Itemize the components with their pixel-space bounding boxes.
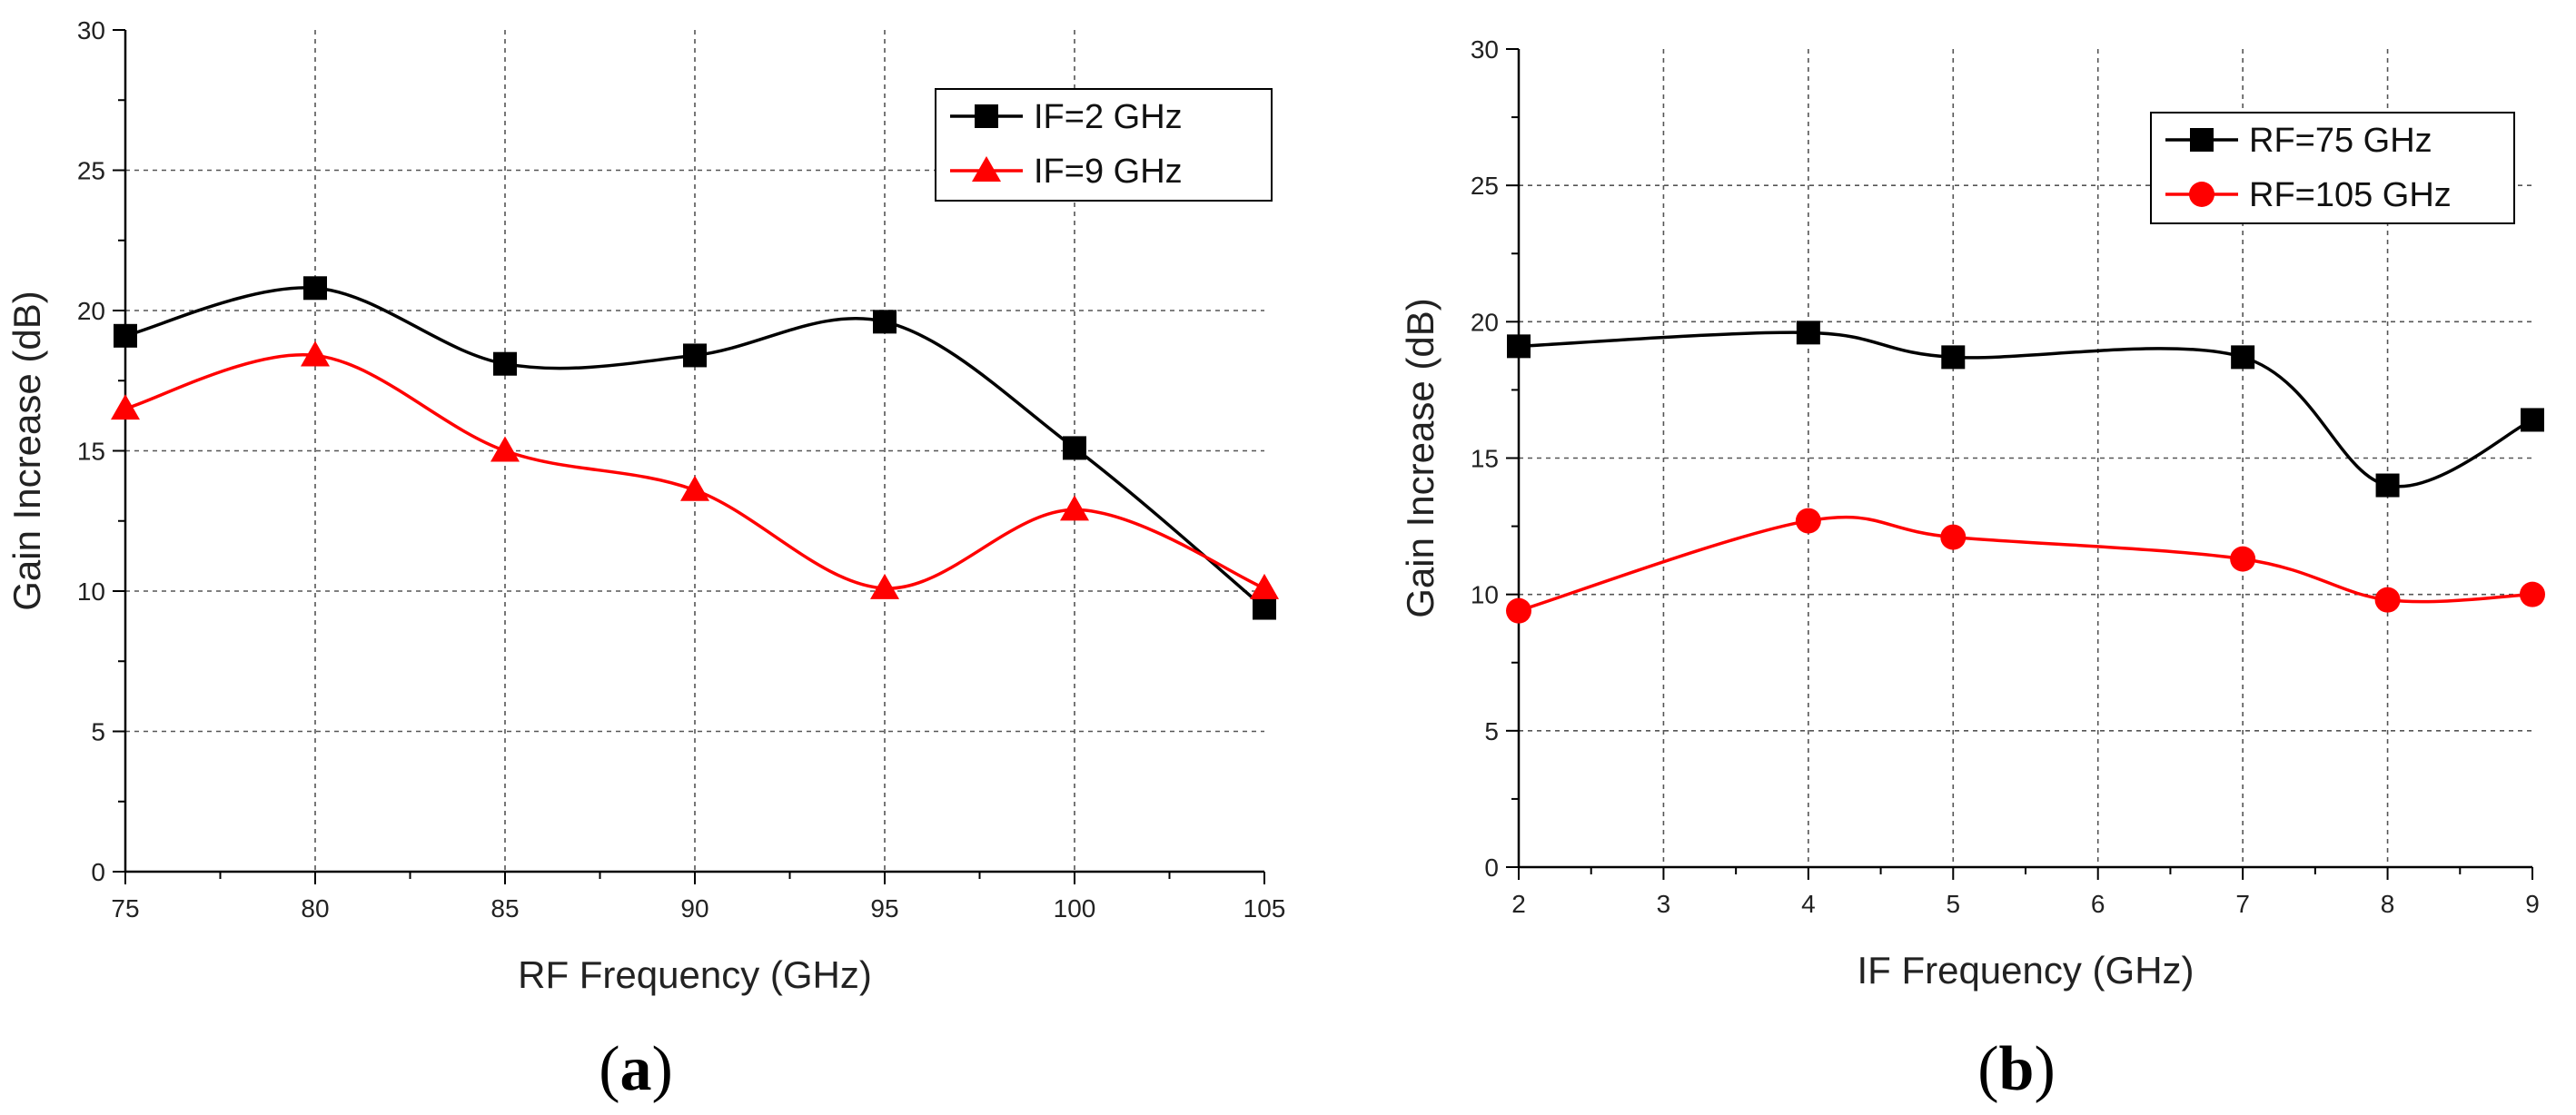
y-tick-label: 15 xyxy=(1471,445,1499,473)
y-axis-title: Gain Increase (dB) xyxy=(1399,298,1442,618)
data-point-series-1 xyxy=(1941,345,1966,370)
y-tick-label: 10 xyxy=(77,577,105,606)
data-point-series-2 xyxy=(1506,597,1531,624)
chart-b: 0 5 10 15 20 25 30 2 3 4 5 6 7 8 9 IF Frequency (GHz) Ga… xyxy=(1399,35,2545,1104)
y-tick-label: 0 xyxy=(91,858,105,886)
x-axis-title: IF Frequency (GHz) xyxy=(1857,949,2194,992)
data-point-series-2 xyxy=(111,394,140,420)
x-tick-label: 105 xyxy=(1243,894,1286,923)
data-point-series-1 xyxy=(873,310,897,334)
data-point-series-1 xyxy=(303,276,327,301)
data-point-series-2 xyxy=(2520,581,2545,607)
data-point-series-2 xyxy=(1795,508,1821,534)
data-point-series-2 xyxy=(1250,573,1279,599)
legend-label: IF=9 GHz xyxy=(1034,153,1183,191)
x-tick-label: 100 xyxy=(1054,894,1096,923)
x-tick-label: 75 xyxy=(111,894,139,923)
x-tick-label: 9 xyxy=(2525,890,2540,918)
x-tick-label: 5 xyxy=(1946,890,1960,918)
series-line-2 xyxy=(124,352,1265,590)
data-point-series-2 xyxy=(2230,546,2256,572)
chart-a: 0 5 10 15 20 25 30 75 80 85 90 95 100 105 RF Frequency… xyxy=(5,16,1285,1104)
data-point-series-1 xyxy=(493,351,517,376)
y-tick-label: 5 xyxy=(91,718,105,746)
data-point-series-1 xyxy=(1063,436,1086,460)
x-tick-label: 95 xyxy=(870,894,898,923)
data-point-series-2 xyxy=(1060,495,1089,521)
data-point-series-2 xyxy=(680,475,709,501)
series-line-1 xyxy=(1518,331,2533,488)
data-point-series-1 xyxy=(114,323,137,348)
data-point-series-1 xyxy=(683,343,707,368)
x-tick-label: 2 xyxy=(1511,890,1526,918)
y-tick-label: 25 xyxy=(1471,172,1499,200)
data-point-series-1 xyxy=(1796,321,1820,345)
x-tick-label: 3 xyxy=(1657,890,1671,918)
x-tick-label: 80 xyxy=(301,894,329,923)
data-point-series-2 xyxy=(870,573,899,599)
data-point-series-1 xyxy=(1507,334,1531,359)
data-point-series-2 xyxy=(2374,587,2401,613)
x-tick-label: 85 xyxy=(490,894,519,923)
y-tick-label: 20 xyxy=(1471,308,1499,336)
data-point-series-1 xyxy=(2521,408,2544,432)
x-tick-label: 8 xyxy=(2381,890,2395,918)
data-point-series-1 xyxy=(1253,596,1276,620)
y-tick-label: 0 xyxy=(1484,854,1499,882)
x-tick-label: 4 xyxy=(1801,890,1816,918)
legend-label: RF=105 GHz xyxy=(2249,176,2452,214)
data-point-series-2 xyxy=(301,340,330,367)
panel-label: (a) xyxy=(599,1034,673,1104)
y-tick-label: 10 xyxy=(1471,581,1499,609)
panel-label: (b) xyxy=(1977,1034,2056,1104)
x-tick-label: 6 xyxy=(2091,890,2105,918)
legend-marker xyxy=(975,104,998,128)
legend-marker xyxy=(2189,182,2214,207)
y-tick-label: 25 xyxy=(77,157,105,185)
data-point-series-1 xyxy=(2375,473,2400,498)
y-tick-label: 30 xyxy=(77,16,105,44)
y-axis-title: Gain Increase (dB) xyxy=(5,291,48,611)
legend-label: RF=75 GHz xyxy=(2249,122,2432,160)
y-tick-label: 5 xyxy=(1484,717,1499,745)
data-point-series-2 xyxy=(1940,524,1967,550)
x-tick-label: 90 xyxy=(680,894,708,923)
legend-label: IF=2 GHz xyxy=(1034,98,1183,136)
legend-marker xyxy=(972,156,1001,182)
data-point-series-2 xyxy=(490,436,520,462)
y-tick-label: 20 xyxy=(77,297,105,325)
y-tick-label: 15 xyxy=(77,438,105,466)
legend-marker xyxy=(2190,128,2214,152)
data-point-series-1 xyxy=(2231,345,2255,370)
y-tick-label: 30 xyxy=(1471,35,1499,64)
x-tick-label: 7 xyxy=(2235,890,2250,918)
x-axis-title: RF Frequency (GHz) xyxy=(518,953,872,996)
